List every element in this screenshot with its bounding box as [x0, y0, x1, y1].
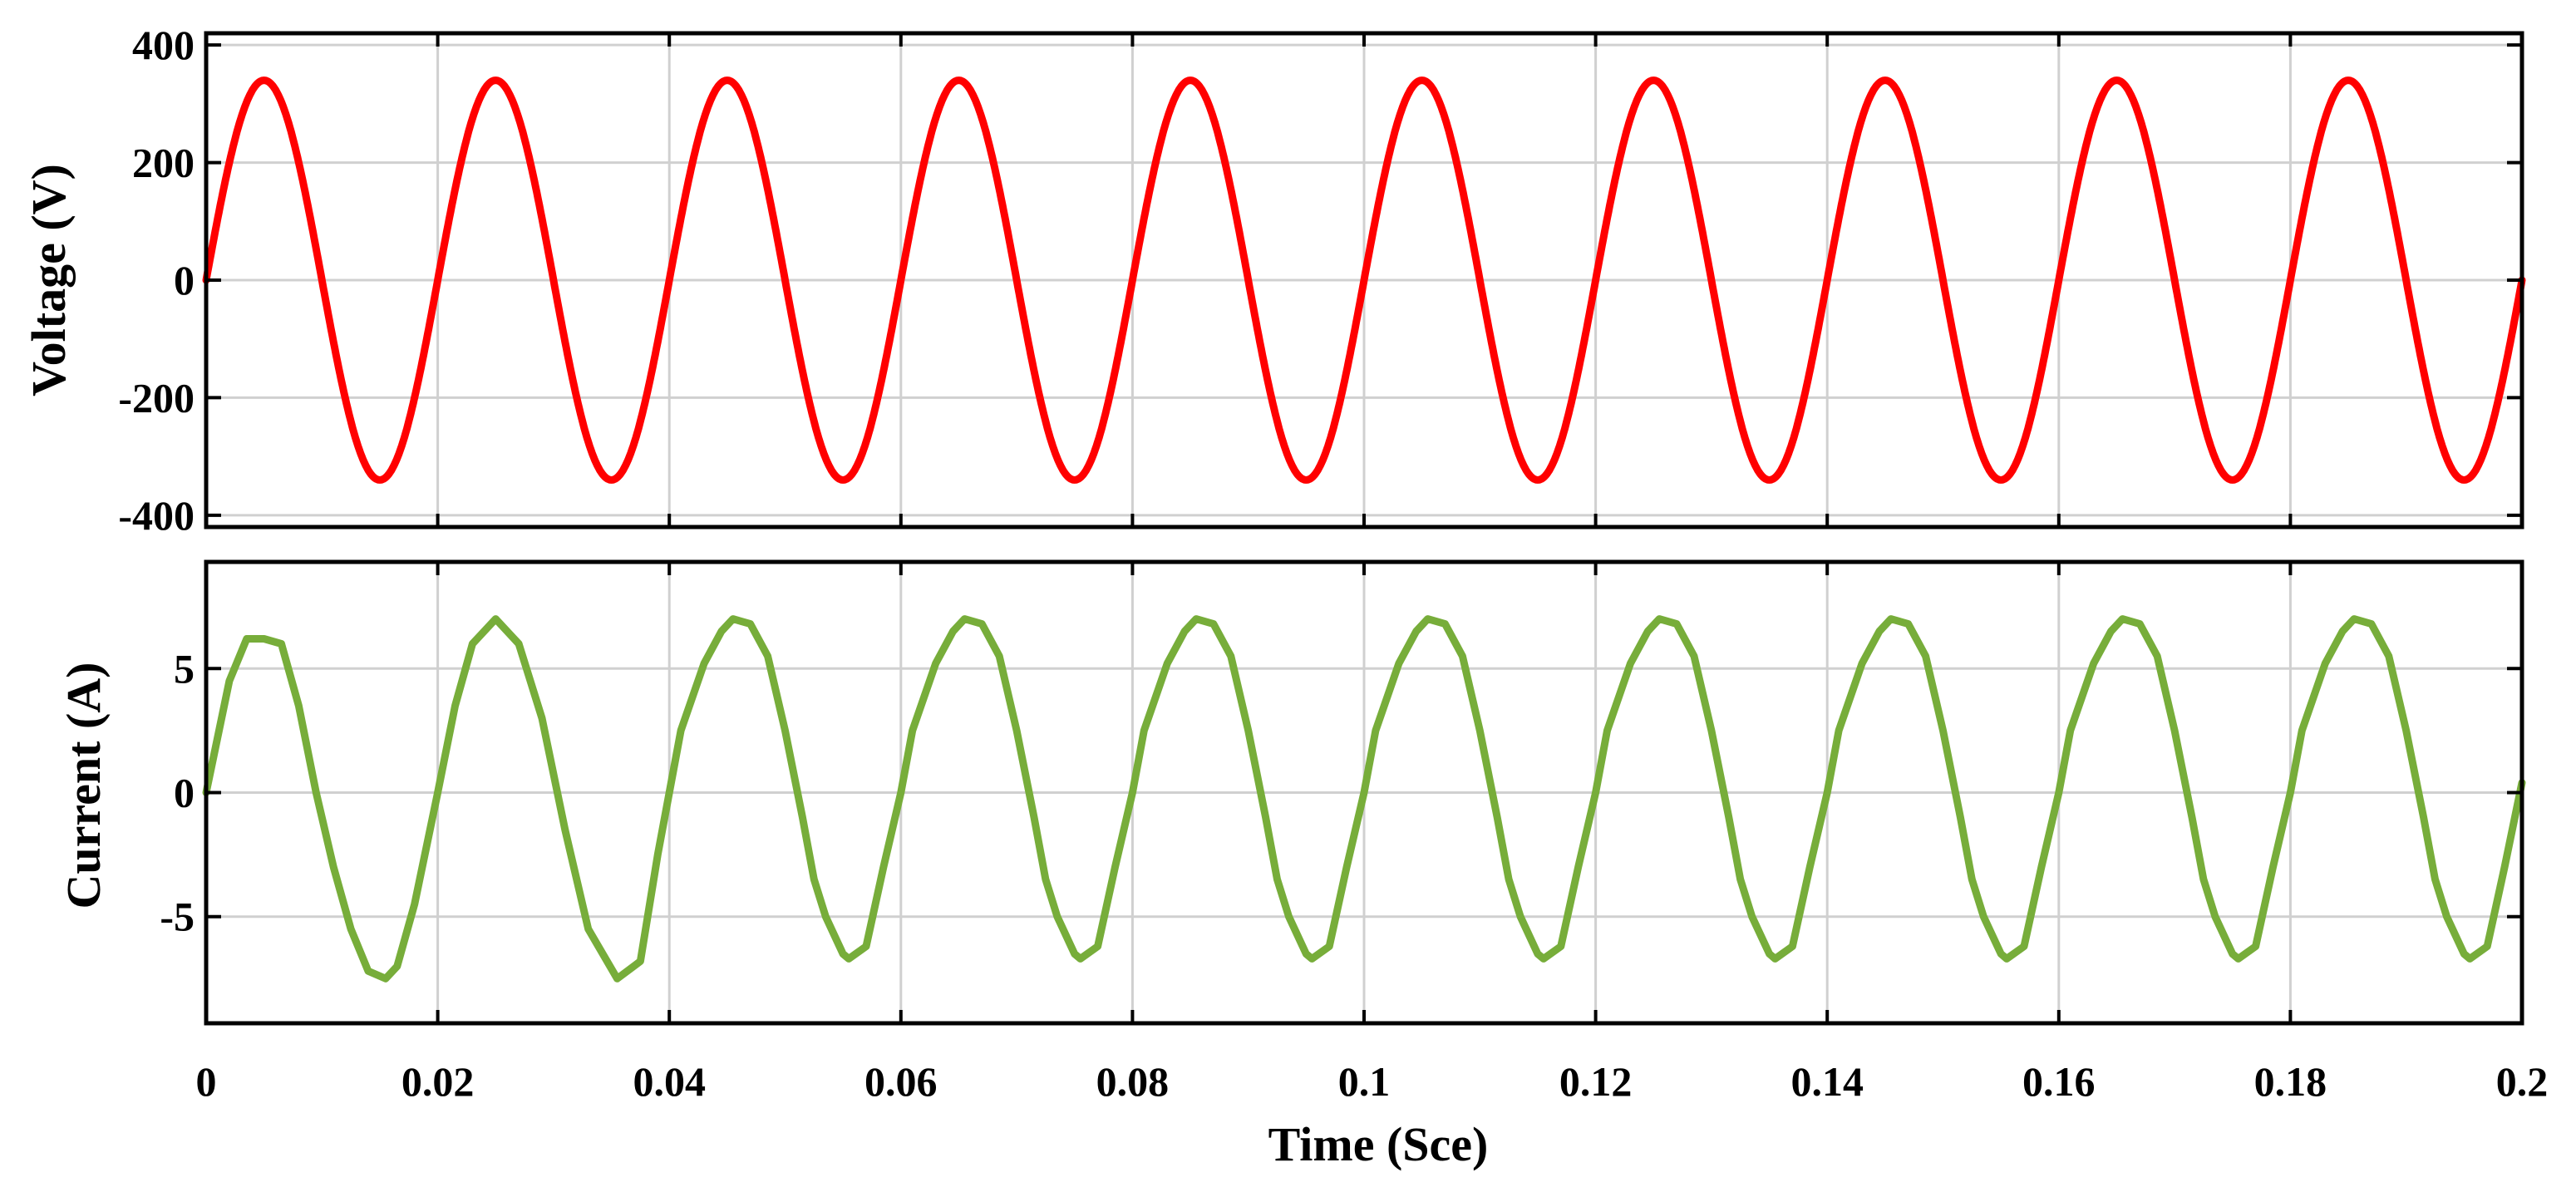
voltage-ytick-label: 0 [174, 257, 195, 303]
time-xtick-label: 0.04 [633, 1058, 706, 1105]
time-xtick-label: 0.12 [1559, 1058, 1633, 1105]
voltage-ytick-label: 200 [132, 140, 195, 186]
current-ytick-label: -5 [160, 894, 195, 940]
current-panel: 5 0 -5 0 0.02 0.04 0.06 0.08 0.1 0.12 0.14 0.16 0.18… [160, 559, 2549, 1105]
time-xtick-label: 0.18 [2254, 1058, 2327, 1105]
time-axis-label: Time (Sce) [1268, 1117, 1489, 1171]
voltage-ytick-label: 400 [132, 22, 195, 68]
voltage-panel: 400 200 0 -200 -400 [118, 22, 2526, 539]
voltage-axis-label: Voltage (V) [22, 164, 76, 397]
time-xtick-label: 0.08 [1096, 1058, 1170, 1105]
voltage-series-line [202, 76, 2526, 484]
current-axis-label: Current (A) [57, 662, 111, 909]
current-series-line [202, 615, 2526, 983]
time-xtick-label: 0.16 [2022, 1058, 2096, 1105]
time-xtick-label: 0.14 [1790, 1058, 1864, 1105]
time-xtick-label: 0 [196, 1058, 217, 1105]
voltage-ytick-label: -400 [118, 492, 195, 539]
voltage-ytick-label: -200 [118, 374, 195, 421]
time-xtick-label: 0.02 [401, 1058, 475, 1105]
current-ytick-label: 0 [174, 770, 195, 816]
time-xtick-label: 0.06 [864, 1058, 938, 1105]
time-xtick-label: 0.1 [1338, 1058, 1391, 1105]
current-ytick-label: 5 [174, 645, 195, 692]
time-xtick-label: 0.2 [2496, 1058, 2549, 1105]
